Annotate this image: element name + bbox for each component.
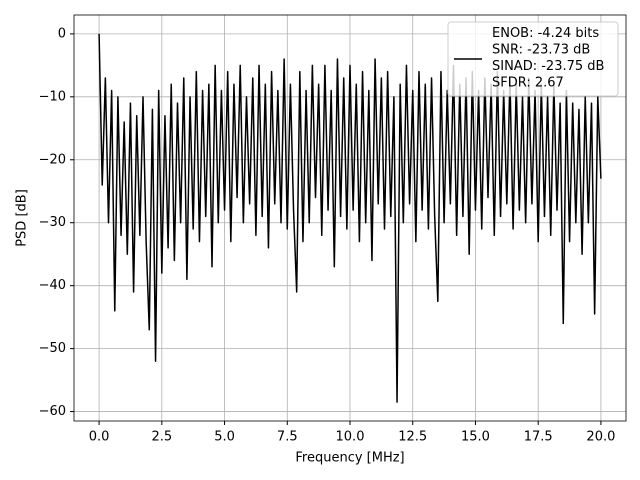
y-tick-label: 0 xyxy=(58,26,66,41)
y-tick-label: −10 xyxy=(39,89,66,104)
psd-line xyxy=(98,33,602,403)
y-tick-label: −30 xyxy=(39,215,66,230)
legend-label: ENOB: -4.24 bits SNR: -23.73 dB SINAD: -23… xyxy=(492,26,604,91)
x-tick-label: 5.0 xyxy=(214,430,235,445)
y-tick-label: −50 xyxy=(39,341,66,356)
y-axis-label: PSD [dB] xyxy=(15,189,30,247)
x-axis-label: Frequency [MHz] xyxy=(295,451,404,466)
x-tick-label: 7.5 xyxy=(277,430,298,445)
y-tick-label: −20 xyxy=(39,152,66,167)
x-tick-label: 17.5 xyxy=(524,430,553,445)
x-tick-label: 2.5 xyxy=(151,430,172,445)
x-tick-label: 12.5 xyxy=(398,430,427,445)
x-tick-label: 0.0 xyxy=(89,430,110,445)
legend: ENOB: -4.24 bits SNR: -23.73 dB SINAD: -23… xyxy=(447,21,619,97)
legend-box xyxy=(447,21,619,97)
legend-line: SINAD: -23.75 dB xyxy=(492,59,604,74)
y-tick-label: −40 xyxy=(39,278,66,293)
legend-line: SNR: -23.73 dB xyxy=(492,42,590,57)
x-tick-label: 10.0 xyxy=(336,430,365,445)
legend-line: ENOB: -4.24 bits xyxy=(492,26,599,41)
y-tick-label: −60 xyxy=(39,404,66,419)
x-tick-label: 15.0 xyxy=(461,430,490,445)
x-tick-label: 20.0 xyxy=(586,430,615,445)
legend-line: SFDR: 2.67 xyxy=(492,75,564,90)
